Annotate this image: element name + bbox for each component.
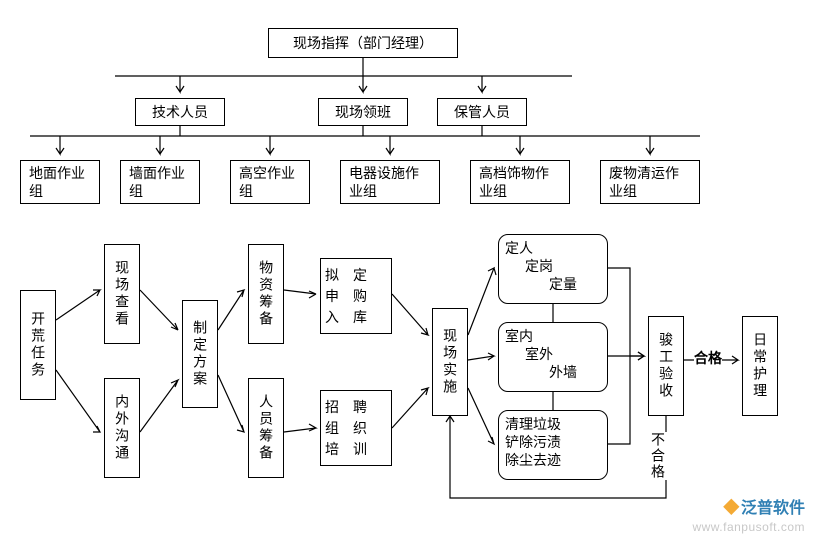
node-nwgt: 内外沟通 (104, 378, 140, 478)
watermark-url: www.fanpusoft.com (692, 520, 805, 534)
node-jgys: 骏工验收 (648, 316, 684, 416)
node-drdgdl: 定人 定岗 定量 (498, 234, 608, 304)
watermark-brand: ◆ 泛普软件 (724, 493, 805, 518)
node-xcss: 现场实施 (432, 308, 468, 416)
node-group-wall: 墙面作业组 (120, 160, 200, 204)
node-wzcb: 物资筹备 (248, 244, 284, 344)
node-ndsgrk: 拟定 申购 入库 (320, 258, 392, 334)
node-tech-staff: 技术人员 (135, 98, 225, 126)
node-kaihuang: 开荒任务 (20, 290, 56, 400)
node-zpzzpx: 招聘 组织 培训 (320, 390, 392, 466)
node-xcck: 现场查看 (104, 244, 140, 344)
node-custodian: 保管人员 (437, 98, 527, 126)
node-snswwq: 室内 室外 外墙 (498, 322, 608, 392)
node-zdfa: 制定方案 (182, 300, 218, 408)
node-rchl: 日常护理 (742, 316, 778, 416)
node-group-ground: 地面作业组 (20, 160, 100, 204)
node-group-waste: 废物清运作业组 (600, 160, 700, 204)
node-rycb: 人员筹备 (248, 378, 284, 478)
node-group-high: 高空作业组 (230, 160, 310, 204)
brand-icon: ◆ (724, 493, 739, 518)
node-group-elec: 电器设施作业组 (340, 160, 440, 204)
node-site-foreman: 现场领班 (318, 98, 408, 126)
label-buhege: 不合格 (648, 432, 668, 480)
node-group-decor: 高档饰物作业组 (470, 160, 570, 204)
label-hege: 合格 (694, 348, 722, 368)
diagram-stage: { "type": "flowchart", "canvas": { "w": … (0, 0, 813, 540)
node-qlljetc: 清理垃圾 铲除污渍 除尘去迹 (498, 410, 608, 480)
node-top: 现场指挥（部门经理） (268, 28, 458, 58)
